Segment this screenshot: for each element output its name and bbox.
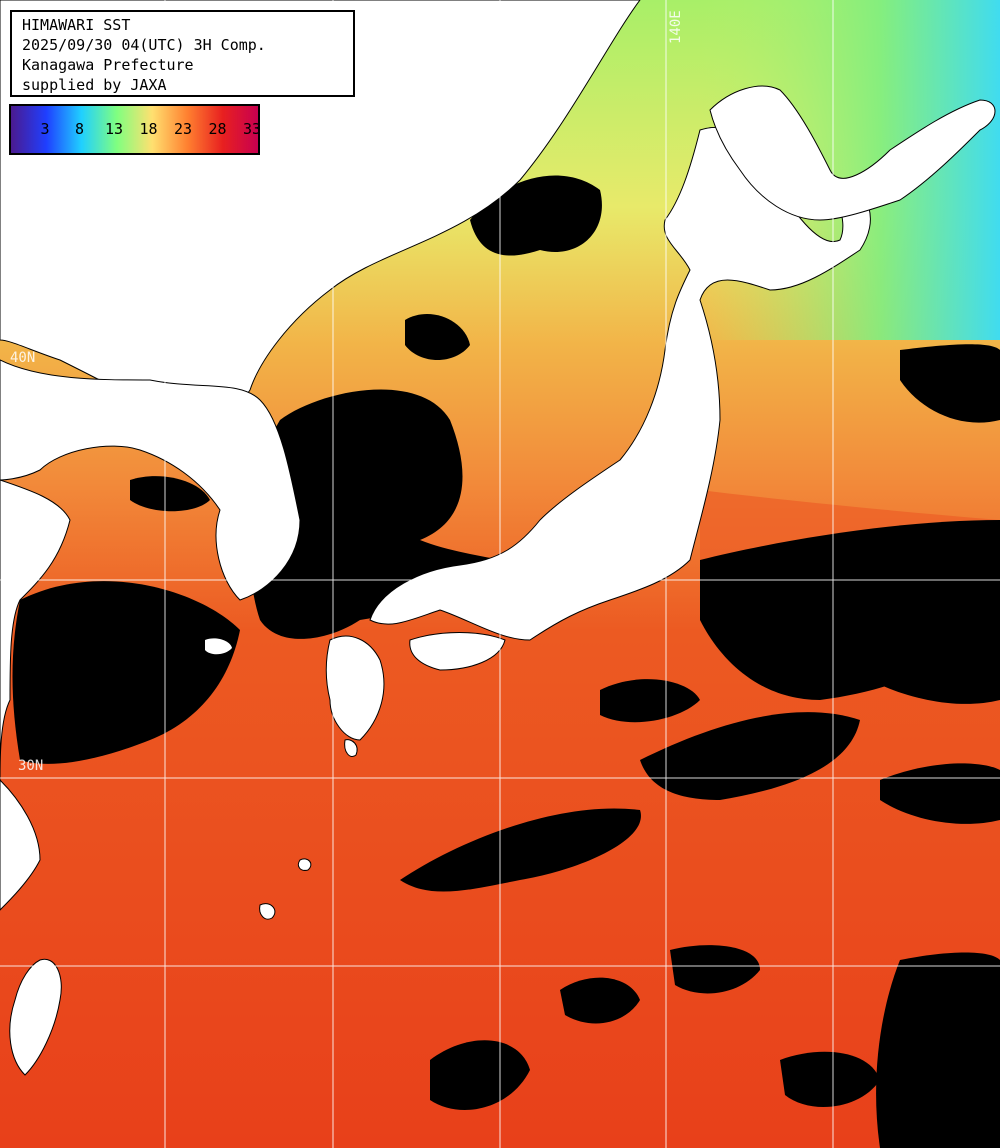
longitude-label-140e: 140E: [668, 10, 684, 44]
title-line-region: Kanagawa Prefecture: [22, 56, 194, 74]
legend-tick-labels: 3 8 13 18 23 28 33: [11, 120, 258, 142]
title-line-datetime: 2025/09/30 04(UTC) 3H Comp.: [22, 36, 266, 54]
latitude-label-30n: 30N: [18, 758, 44, 774]
legend-tick-33: 33: [242, 120, 260, 138]
legend-tick-13: 13: [104, 120, 124, 138]
latitude-label-40n: 40N: [10, 350, 36, 366]
title-box: HIMAWARI SST 2025/09/30 04(UTC) 3H Comp.…: [10, 10, 355, 97]
legend-tick-18: 18: [139, 120, 158, 138]
title-line-credit: supplied by JAXA: [22, 76, 167, 94]
legend-tick-3: 3: [40, 120, 50, 138]
color-legend: 3 8 13 18 23 28 33: [9, 104, 260, 155]
legend-tick-8: 8: [74, 120, 85, 138]
legend-tick-23: 23: [173, 120, 193, 138]
cloud-mask: [12, 123, 1000, 1148]
legend-tick-28: 28: [208, 120, 227, 138]
title-line-satellite: HIMAWARI SST: [22, 16, 131, 34]
